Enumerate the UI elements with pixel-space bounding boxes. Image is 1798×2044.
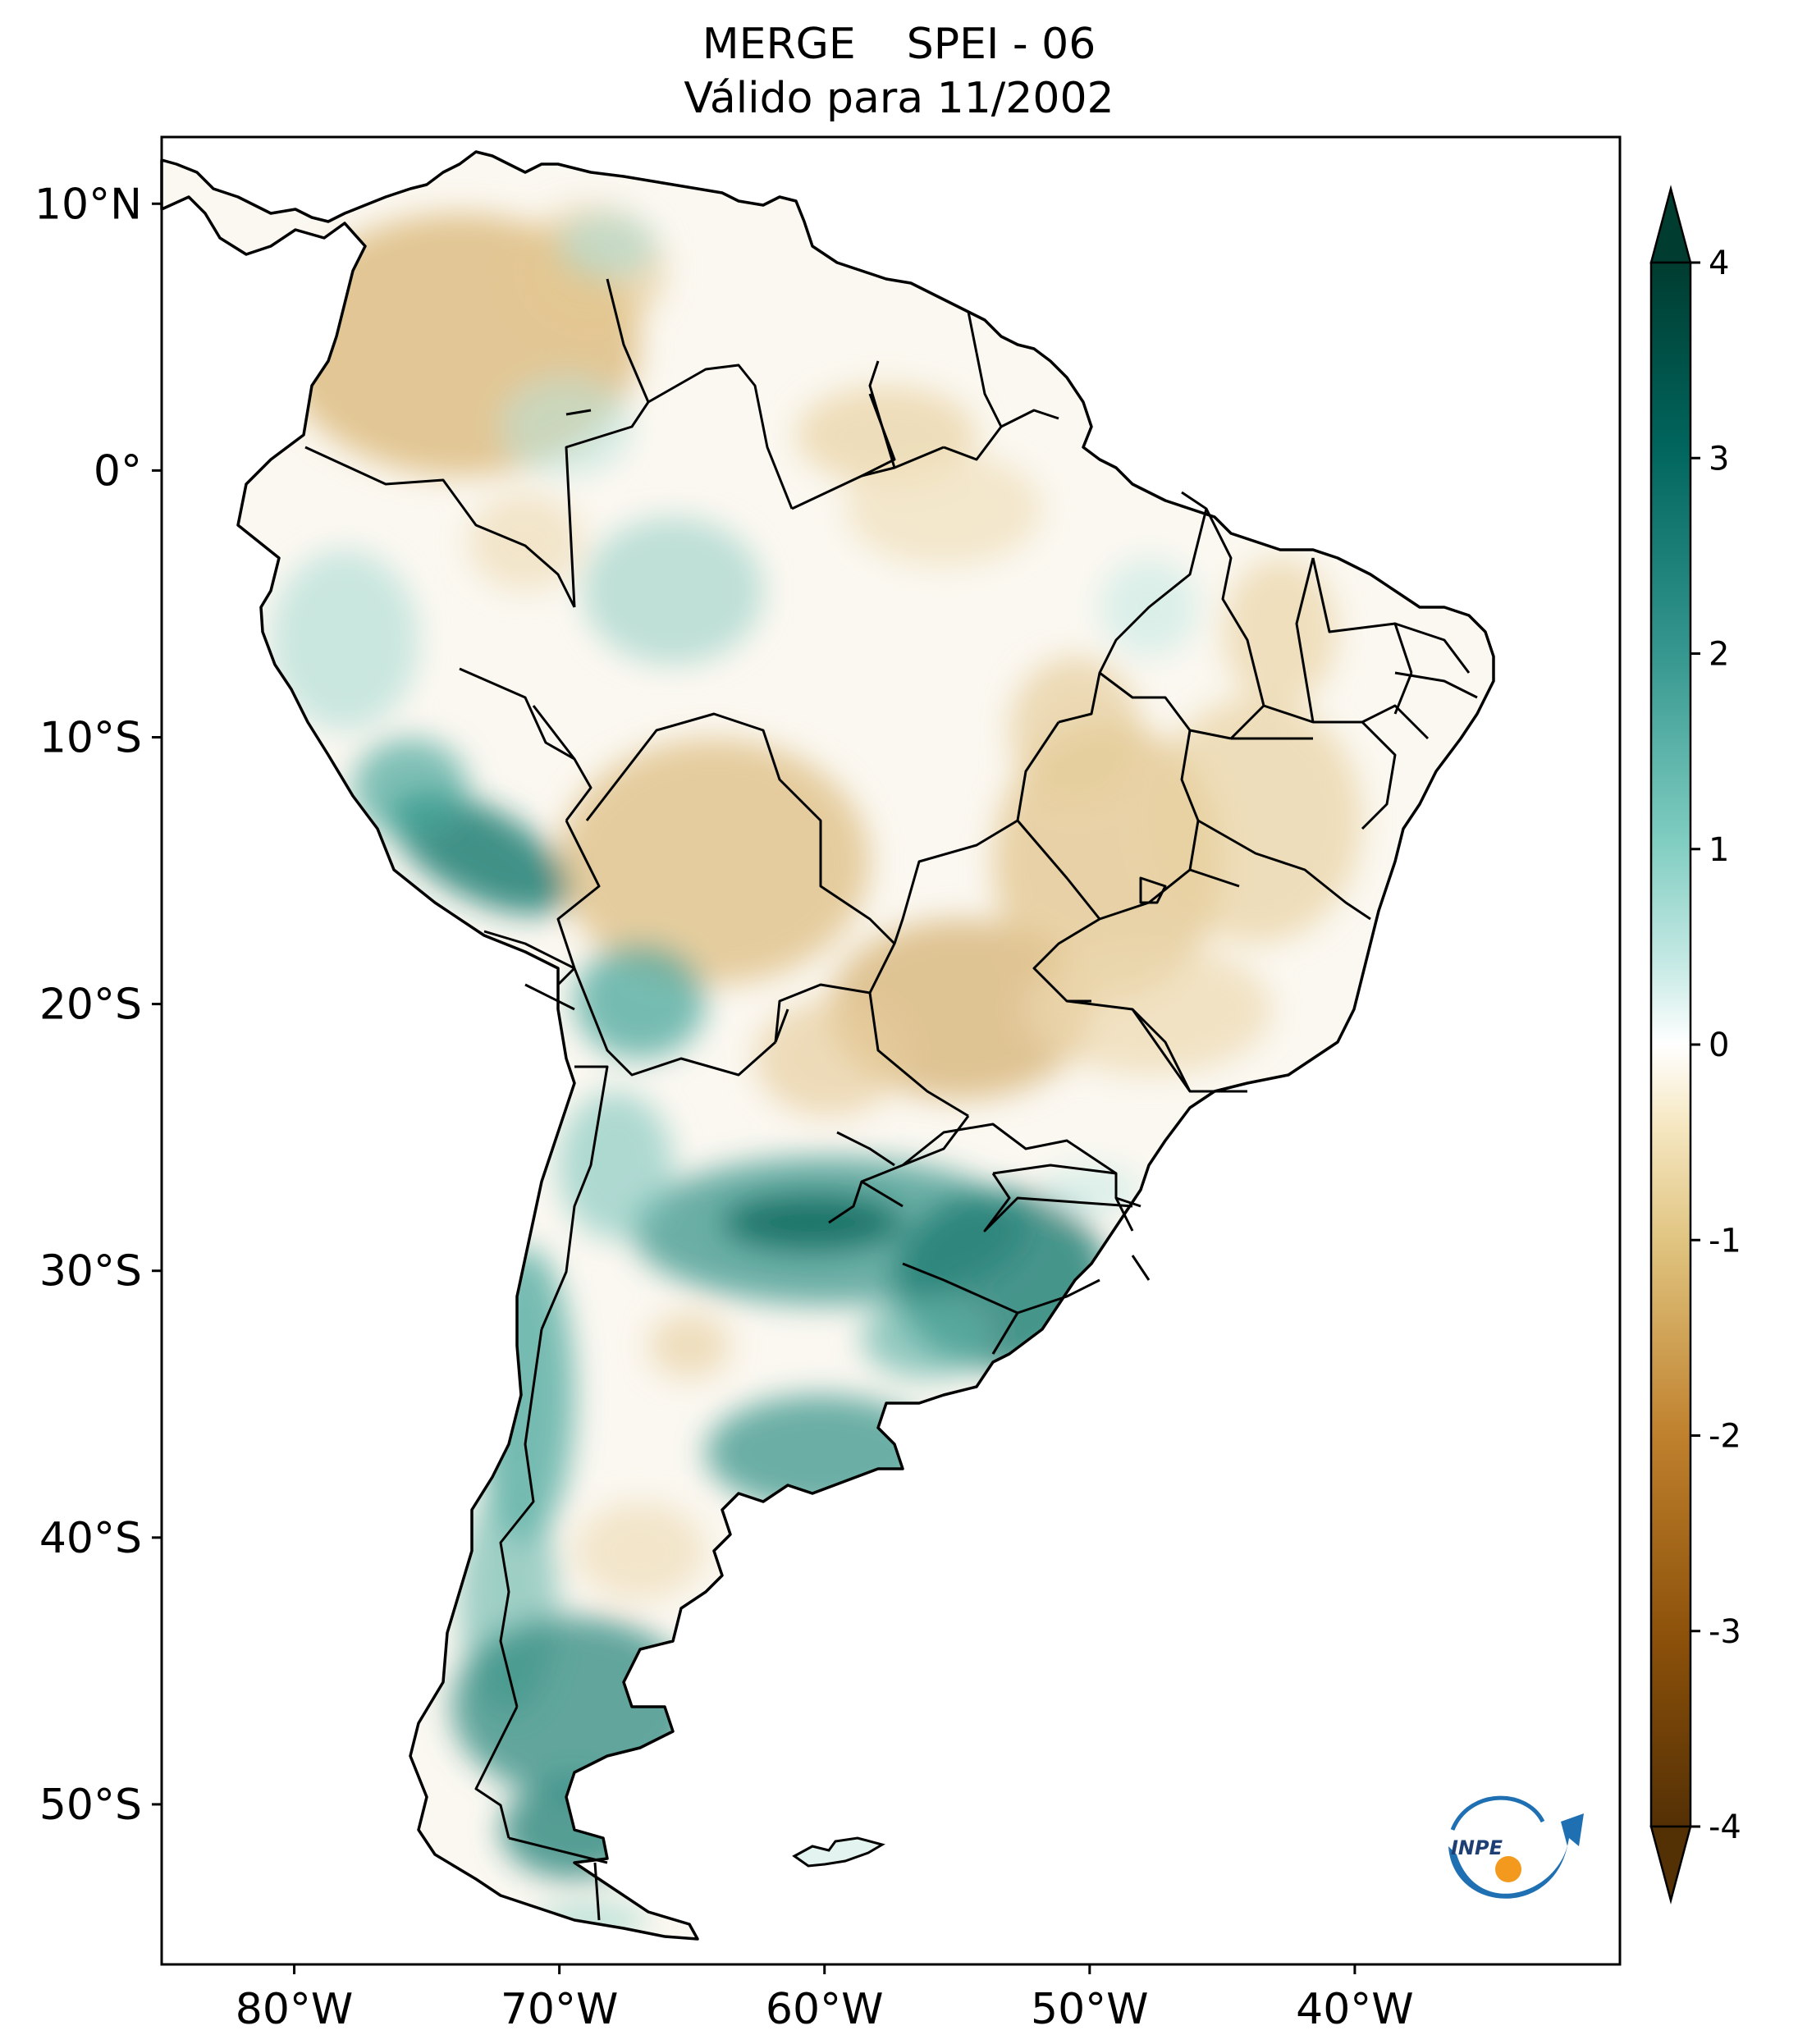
- colorbar-tick-label: -4: [1709, 1809, 1741, 1846]
- colorbar-ramp: [1649, 261, 1692, 1828]
- latitude-tick-label: 50°S: [39, 1781, 142, 1830]
- falkland-islands: [792, 1836, 885, 1868]
- country-borders: [304, 278, 1478, 1921]
- logo-text: INPE: [1451, 1836, 1503, 1859]
- colorbar-tick-label: -2: [1709, 1418, 1741, 1456]
- colorbar-tick-label: 2: [1709, 636, 1729, 674]
- longitude-tick-label: 60°W: [766, 1985, 884, 2034]
- logo-orbit-arc: [1450, 1795, 1545, 1831]
- colorbar: 4 3 2 1 0 -1 -2 -3 -4: [1649, 185, 1741, 1905]
- logo-orange-dot: [1495, 1856, 1521, 1882]
- inpe-logo: INPE: [1448, 1795, 1584, 1899]
- colorbar-lower-extend: [1649, 1825, 1692, 1905]
- colorbar-tick-label: 3: [1709, 440, 1729, 478]
- map-frame: [160, 135, 1622, 1966]
- colorbar-tick-label: -1: [1709, 1222, 1741, 1260]
- latitude-tick-label: 10°S: [39, 713, 142, 762]
- latitude-tick-label: 0°: [94, 446, 142, 496]
- map-subtitle: Válido para 11/2002: [684, 74, 1114, 123]
- colorbar-tick-label: -3: [1709, 1613, 1741, 1651]
- latitude-tick-label: 10°N: [34, 180, 142, 229]
- longitude-tick-label: 80°W: [236, 1985, 354, 2034]
- logo-swoosh: [1448, 1813, 1584, 1899]
- longitude-tick-label: 70°W: [501, 1985, 619, 2034]
- longitude-tick-label: 50°W: [1031, 1985, 1149, 2034]
- latitude-tick-label: 40°S: [39, 1514, 142, 1563]
- latitude-axis: 10°N 0° 10°S 20°S 30°S 40°S 50°S: [34, 180, 162, 1830]
- coastline: [160, 150, 1495, 1941]
- colorbar-tick-label: 1: [1709, 831, 1729, 869]
- colorbar-ticks: 4 3 2 1 0 -1 -2 -3 -4: [1690, 245, 1741, 1846]
- colorbar-tick-label: 4: [1709, 245, 1729, 282]
- longitude-axis: 80°W 70°W 60°W 50°W 40°W: [236, 1964, 1414, 2034]
- index-name: SPEI - 06: [906, 20, 1096, 69]
- latitude-tick-label: 30°S: [39, 1247, 142, 1296]
- latitude-tick-label: 20°S: [39, 981, 142, 1030]
- map-title: MERGE SPEI - 06: [0, 20, 1798, 69]
- colorbar-upper-extend: [1649, 185, 1692, 264]
- colorbar-tick-label: 0: [1709, 1027, 1729, 1064]
- longitude-tick-label: 40°W: [1296, 1985, 1414, 2034]
- dataset-name: MERGE: [702, 20, 856, 69]
